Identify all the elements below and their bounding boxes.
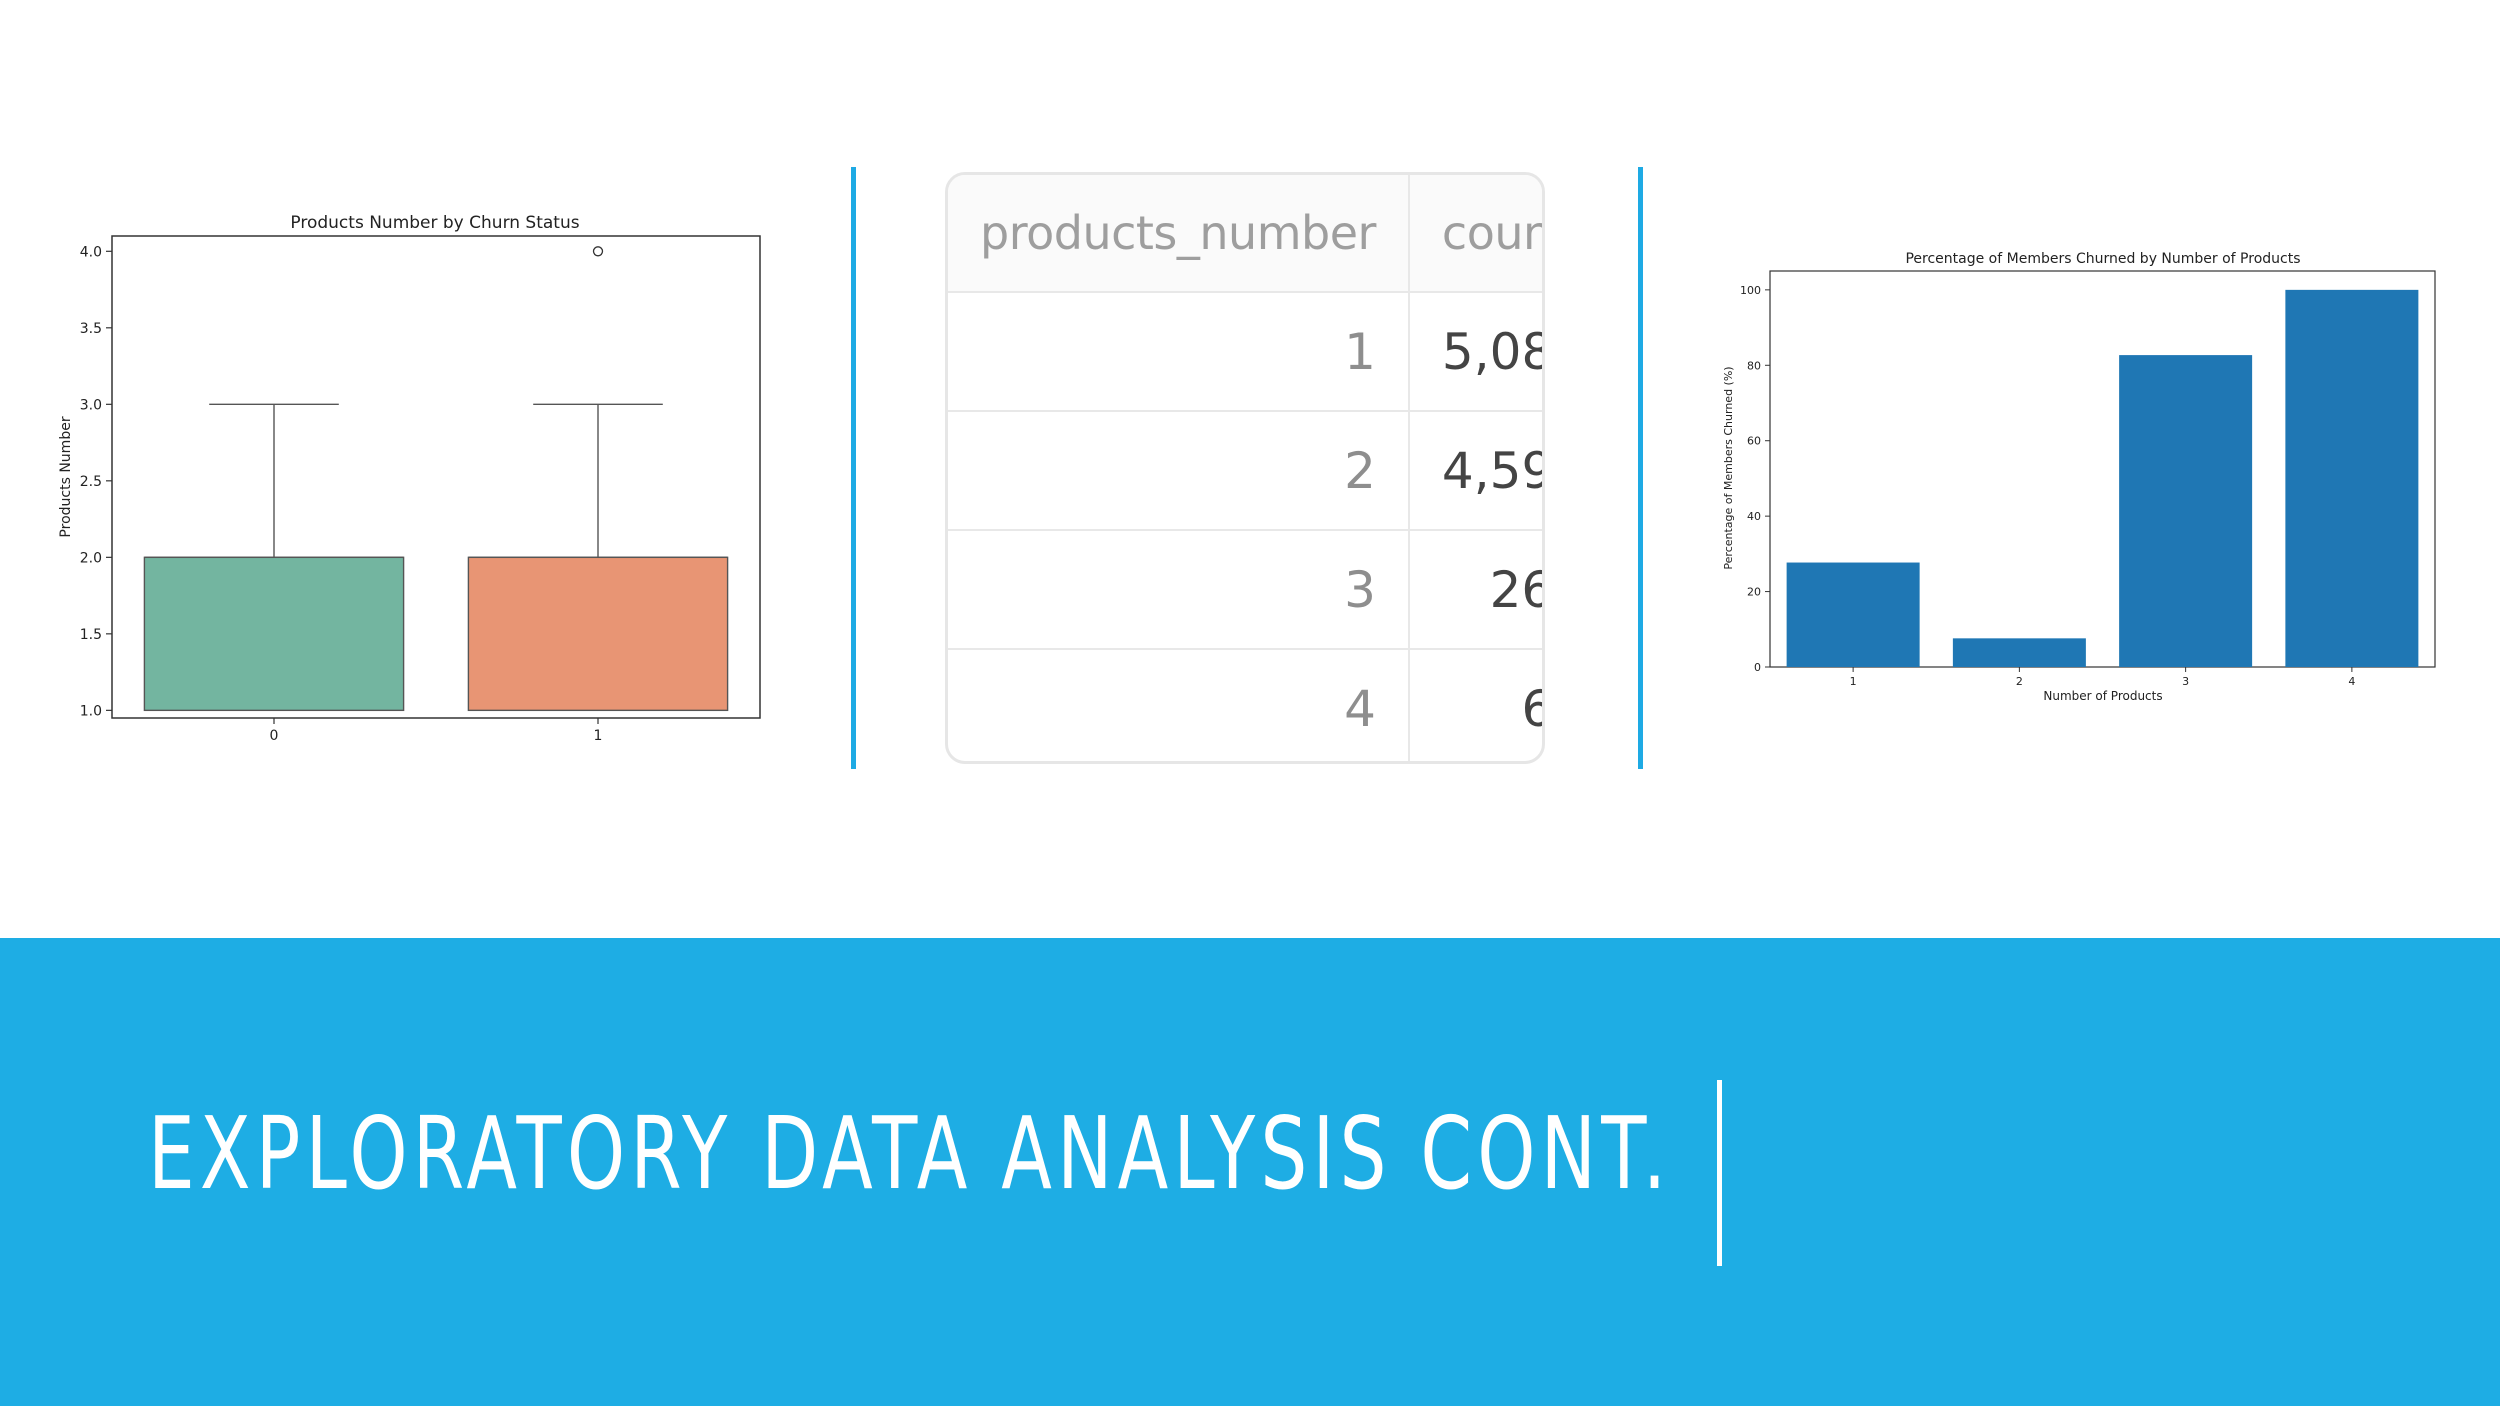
y-tick-label: 3.0 [80,397,102,413]
count-table: products_number count 1 5,084 2 4,590 3 … [948,175,1542,761]
table-row: 2 4,590 [948,410,1542,531]
barchart-xlabel: Number of Products [2043,689,2162,703]
bar [1786,562,1920,667]
bar-chart: Percentage of Members Churned by Number … [1705,240,2450,710]
title-divider [1717,1080,1722,1266]
x-tick-label: 4 [2348,675,2355,688]
y-tick-label: 0 [1754,661,1761,674]
barchart-frame [1769,270,2436,668]
table-row: 1 5,084 [948,291,1542,412]
boxplot-frame [111,235,761,719]
boxplot-chart: Products Number by Churn Status Products… [58,205,778,745]
x-tick-label: 1 [594,728,603,744]
boxplot-svg: Products Number by Churn Status Products… [58,213,761,744]
divider-right [1638,167,1643,769]
x-tick-label: 2 [2016,675,2023,688]
cell-products-number: 1 [948,291,1410,412]
table-row: 4 60 [948,648,1542,761]
y-tick-label: 20 [1747,586,1761,599]
box-body [467,556,729,712]
cell-products-number: 2 [948,410,1410,531]
y-tick-label: 80 [1747,359,1761,372]
cell-count: 266 [1407,529,1542,650]
y-tick-label: 1.5 [80,627,102,643]
y-tick-label: 100 [1740,284,1761,297]
title-banner [0,938,2500,1406]
y-tick-label: 2.5 [80,474,102,490]
table-row: 3 266 [948,529,1542,650]
boxplot-ylabel: Products Number [58,416,74,537]
x-tick-label: 1 [1850,675,1857,688]
slide-title: EXPLORATORY DATA ANALYSIS CONT. [148,1095,1672,1212]
barchart-svg: Percentage of Members Churned by Number … [1722,251,2436,703]
box-outlier [592,246,604,257]
y-tick-label: 2.0 [80,550,102,566]
barchart-ylabel: Percentage of Members Churned (%) [1722,366,1735,569]
bar [1952,638,2086,667]
cell-count: 4,590 [1407,410,1542,531]
cell-count: 5,084 [1407,291,1542,412]
column-header-products-number: products_number [948,175,1410,293]
barchart-title: Percentage of Members Churned by Number … [1905,251,2300,267]
cell-count: 60 [1407,648,1542,761]
y-tick-label: 4.0 [80,244,102,260]
x-tick-label: 3 [2182,675,2189,688]
count-table-card: products_number count 1 5,084 2 4,590 3 … [945,172,1545,764]
y-tick-label: 1.0 [80,703,102,719]
y-tick-label: 3.5 [80,321,102,337]
bar [2285,289,2419,667]
divider-left [851,167,856,769]
table-header-row: products_number count [948,175,1542,293]
x-tick-label: 0 [270,728,279,744]
boxplot-title: Products Number by Churn Status [290,213,579,233]
cell-products-number: 4 [948,648,1410,761]
box-body [143,556,405,712]
y-tick-label: 60 [1747,435,1761,448]
y-tick-label: 40 [1747,510,1761,523]
bar [2119,355,2253,667]
column-header-count: count [1407,175,1542,293]
cell-products-number: 3 [948,529,1410,650]
